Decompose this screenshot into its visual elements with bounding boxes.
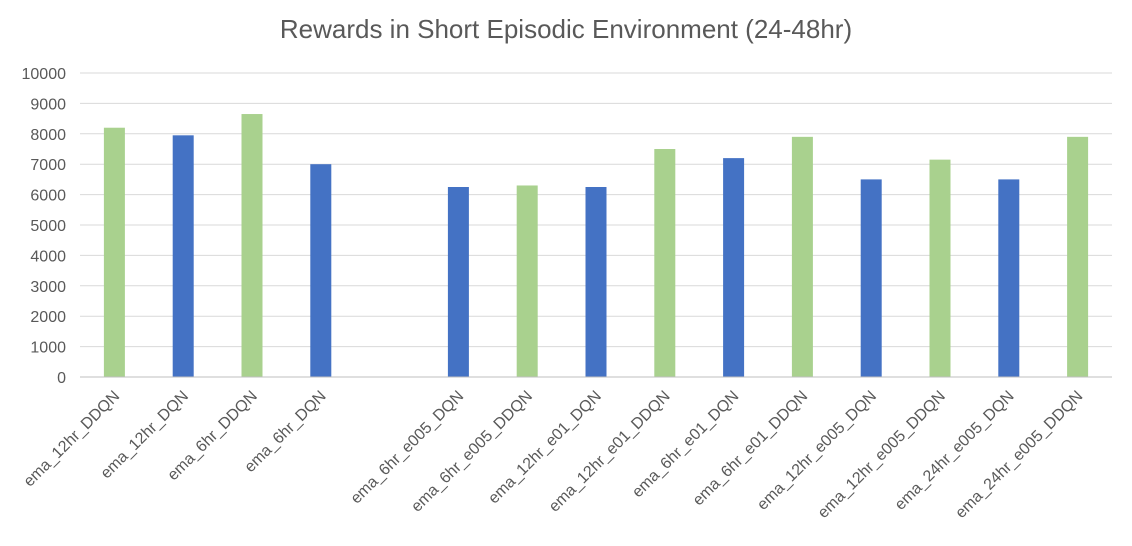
x-tick-label: ema_12hr_e005_DQN — [754, 388, 880, 514]
y-tick-label: 0 — [57, 370, 66, 387]
x-tick-label: ema_6hr_e005_DQN — [348, 388, 468, 508]
bar — [723, 158, 745, 377]
y-tick-label: 4000 — [30, 248, 66, 265]
chart-title: Rewards in Short Episodic Environment (2… — [279, 14, 853, 44]
bars — [103, 114, 1089, 377]
x-tick-label: ema_24hr_e005_DQN — [892, 388, 1018, 514]
y-tick-label: 10000 — [22, 66, 67, 83]
y-tick-label: 6000 — [30, 188, 66, 205]
bar — [310, 164, 332, 377]
y-tick-label: 2000 — [30, 309, 66, 326]
y-axis-tick-labels: 0 1000 2000 3000 4000 5000 6000 7000 8000 9000 100… — [22, 66, 67, 387]
bar — [791, 136, 813, 377]
x-axis-tick-labels: ema_12hr_DDQNema_12hr_DQNema_6hr_DDQNema… — [21, 388, 1087, 522]
x-tick-label: ema_12hr_e005_DDQN — [815, 388, 949, 522]
bar — [585, 187, 607, 377]
y-tick-label: 5000 — [30, 218, 66, 235]
x-tick-label: ema_6hr_e005_DDQN — [408, 388, 536, 516]
bar — [103, 127, 125, 377]
bar — [860, 179, 882, 377]
bar — [1067, 136, 1089, 377]
bar — [654, 149, 676, 377]
y-tick-label: 7000 — [30, 157, 66, 174]
x-tick-label: ema_12hr_e01_DDQN — [546, 388, 674, 516]
y-tick-label: 9000 — [30, 96, 66, 113]
y-tick-label: 8000 — [30, 127, 66, 144]
y-tick-label: 1000 — [30, 340, 66, 357]
x-tick-label: ema_12hr_e01_DQN — [485, 388, 605, 508]
bar — [998, 179, 1020, 377]
bar — [447, 187, 469, 377]
bar — [929, 159, 951, 377]
x-tick-label: ema_6hr_e01_DDQN — [690, 388, 811, 509]
x-tick-label: ema_24hr_e005_DDQN — [952, 388, 1086, 522]
y-tick-label: 3000 — [30, 279, 66, 296]
bar — [241, 114, 263, 377]
bar — [172, 135, 194, 377]
bar — [516, 185, 538, 377]
